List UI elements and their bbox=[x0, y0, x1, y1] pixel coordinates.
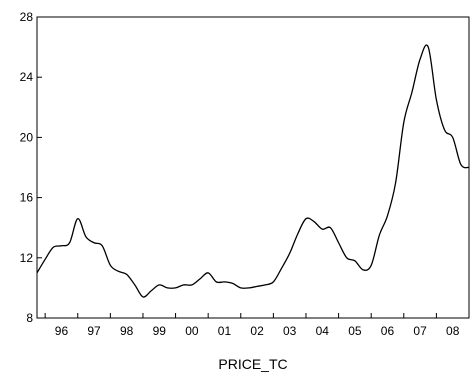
plot-area-frame bbox=[36, 16, 470, 319]
x-axis: 96 97 98 99 00 01 02 03 04 05 06 07 08 bbox=[44, 313, 470, 338]
y-tick-label: 16 bbox=[20, 191, 34, 205]
x-axis-title: PRICE_TC bbox=[218, 356, 287, 372]
x-tick-label-98: 98 bbox=[120, 324, 134, 338]
x-tick-label-07: 07 bbox=[413, 324, 427, 338]
x-tick-label-04: 04 bbox=[316, 324, 330, 338]
series-line-price-tc bbox=[36, 44, 470, 298]
x-tick-label-96: 96 bbox=[55, 324, 69, 338]
x-tick-label-08: 08 bbox=[446, 324, 460, 338]
y-tick-label: 8 bbox=[26, 311, 33, 325]
y-tick-label: 28 bbox=[20, 10, 34, 24]
y-tick-label: 24 bbox=[20, 70, 34, 84]
x-tick-label-01: 01 bbox=[218, 324, 232, 338]
y-tick-label: 12 bbox=[20, 251, 34, 265]
y-axis: 8 12 16 20 24 28 bbox=[20, 10, 42, 325]
x-tick-label-05: 05 bbox=[348, 324, 362, 338]
x-tick-label-02: 02 bbox=[250, 324, 264, 338]
x-tick-label-00: 00 bbox=[185, 324, 199, 338]
x-tick-label-03: 03 bbox=[283, 324, 297, 338]
x-tick-label-97: 97 bbox=[87, 324, 101, 338]
x-tick-label-99: 99 bbox=[153, 324, 167, 338]
y-tick-label: 20 bbox=[20, 130, 34, 144]
x-tick-label-06: 06 bbox=[381, 324, 395, 338]
